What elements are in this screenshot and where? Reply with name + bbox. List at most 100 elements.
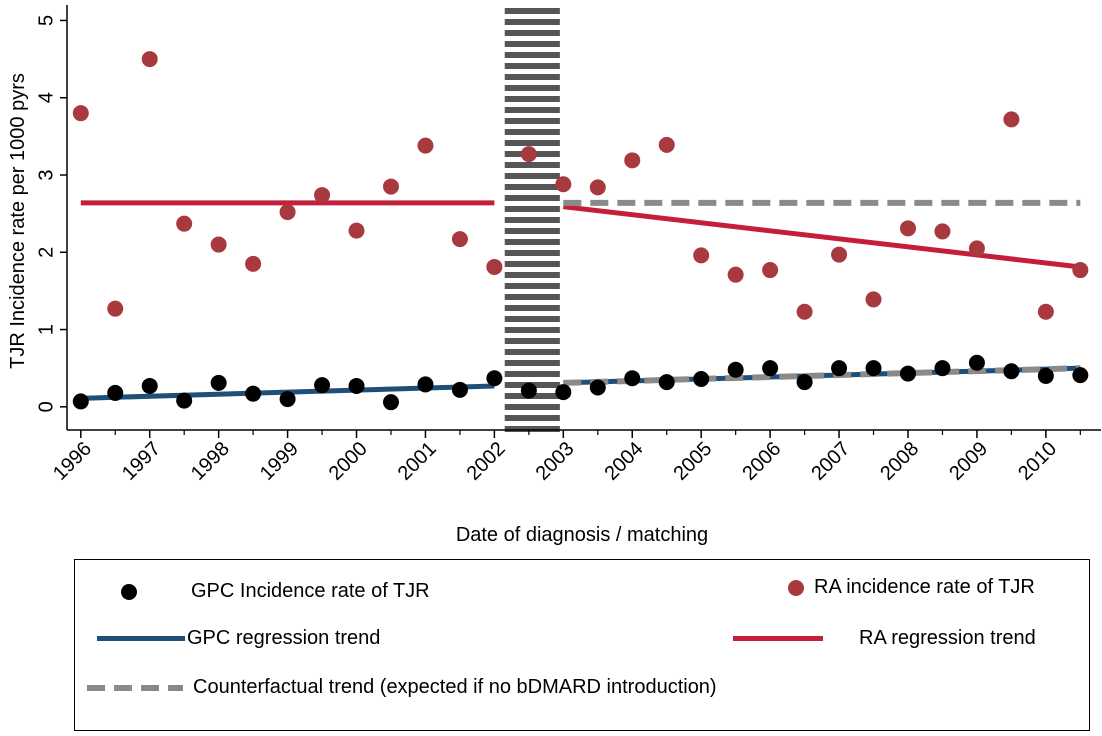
gpc-data-point bbox=[72, 393, 89, 410]
ra-data-point bbox=[520, 146, 537, 163]
x-tick-label: 2002 bbox=[463, 438, 510, 485]
band-stripe bbox=[504, 206, 560, 212]
y-tick-label: 0 bbox=[35, 401, 57, 412]
ra-data-point bbox=[865, 291, 882, 308]
y-tick-label: 3 bbox=[35, 169, 57, 180]
gpc-data-point bbox=[210, 374, 227, 391]
legend: GPC Incidence rate of TJR RA incidence r… bbox=[74, 559, 1090, 731]
y-tick-label: 4 bbox=[35, 92, 57, 103]
gpc-data-point bbox=[831, 360, 848, 377]
legend-label-gpc-points: GPC Incidence rate of TJR bbox=[191, 580, 430, 602]
band-stripe bbox=[504, 107, 560, 113]
band-stripe bbox=[504, 118, 560, 124]
gpc-data-point bbox=[382, 394, 399, 411]
x-tick-label: 2007 bbox=[807, 438, 854, 485]
x-tick-label: 2008 bbox=[876, 438, 923, 485]
band-stripe bbox=[504, 8, 560, 14]
gpc-data-point bbox=[486, 370, 503, 387]
ra-data-point bbox=[1037, 303, 1054, 320]
band-stripe bbox=[504, 327, 560, 333]
band-stripe bbox=[504, 426, 560, 432]
ra-data-point bbox=[348, 222, 365, 239]
ra-data-point bbox=[968, 240, 985, 257]
gpc-data-point bbox=[176, 392, 193, 409]
band-stripe bbox=[504, 261, 560, 267]
ra-data-point bbox=[762, 262, 779, 279]
ra-data-point bbox=[417, 137, 434, 154]
gpc-data-point bbox=[417, 376, 434, 393]
legend-label-counterfactual: Counterfactual trend (expected if no bDM… bbox=[193, 676, 717, 698]
legend-item-ra-points: RA incidence rate of TJR bbox=[788, 576, 1035, 599]
legend-black-dot-icon bbox=[121, 583, 137, 600]
band-stripe bbox=[504, 140, 560, 146]
gpc-data-point bbox=[1072, 367, 1089, 384]
ra-data-point bbox=[451, 231, 468, 248]
ra-data-point bbox=[486, 258, 503, 275]
ra-data-point bbox=[176, 215, 193, 232]
gpc-data-point bbox=[555, 384, 572, 401]
band-stripe bbox=[504, 184, 560, 190]
x-tick-label: 1999 bbox=[256, 438, 303, 485]
gpc-data-point bbox=[693, 371, 710, 387]
band-stripe bbox=[504, 74, 560, 80]
ra-data-point bbox=[107, 300, 124, 317]
ra-data-point bbox=[210, 236, 227, 253]
band-stripe bbox=[504, 19, 560, 25]
band-stripe bbox=[504, 338, 560, 344]
x-tick-label: 1998 bbox=[187, 438, 234, 485]
x-tick-label: 2006 bbox=[738, 438, 785, 485]
ra-data-point bbox=[72, 105, 89, 122]
gpc-data-point bbox=[451, 381, 468, 398]
x-tick-label: 2009 bbox=[945, 438, 992, 485]
band-stripe bbox=[504, 96, 560, 102]
gpc-data-point bbox=[796, 374, 813, 391]
ra-data-point bbox=[831, 246, 848, 263]
ra-data-point bbox=[589, 179, 606, 196]
gpc-data-point bbox=[348, 377, 365, 394]
band-stripe bbox=[504, 173, 560, 179]
y-tick-label: 1 bbox=[35, 324, 57, 335]
ra-data-point bbox=[1072, 262, 1089, 279]
gpc-data-point bbox=[624, 370, 641, 387]
band-stripe bbox=[504, 85, 560, 91]
counterfactual-trend-line bbox=[563, 365, 1081, 386]
y-tick-label: 2 bbox=[35, 247, 57, 258]
band-stripe bbox=[504, 52, 560, 58]
x-tick-label: 2010 bbox=[1014, 438, 1061, 485]
legend-red-line-icon bbox=[733, 636, 823, 641]
gpc-data-point bbox=[141, 377, 158, 394]
gpc-data-point bbox=[934, 360, 951, 377]
legend-item-gpc-points: GPC Incidence rate of TJR bbox=[121, 580, 430, 603]
band-stripe bbox=[504, 349, 560, 355]
legend-item-gpc-trend: GPC regression trend bbox=[97, 627, 380, 650]
ra-data-point bbox=[624, 152, 641, 169]
x-tick-label: 2001 bbox=[394, 438, 441, 485]
gpc-data-point bbox=[245, 385, 262, 402]
x-tick-label: 1996 bbox=[49, 438, 96, 485]
gpc-data-point bbox=[865, 360, 882, 377]
band-stripe bbox=[504, 305, 560, 311]
band-stripe bbox=[504, 404, 560, 410]
ra-data-point bbox=[245, 255, 262, 272]
gpc-data-point bbox=[1037, 367, 1054, 384]
data-points bbox=[72, 51, 1089, 411]
band-stripe bbox=[504, 41, 560, 47]
legend-red-dot-icon bbox=[788, 579, 804, 596]
ra-data-point bbox=[796, 303, 813, 320]
band-stripe bbox=[504, 371, 560, 377]
band-stripe bbox=[504, 129, 560, 135]
gpc-data-point bbox=[589, 379, 606, 396]
gpc-data-point bbox=[727, 361, 744, 378]
ra-data-point bbox=[1003, 111, 1020, 128]
ra-data-point bbox=[727, 266, 744, 283]
legend-label-ra-points: RA incidence rate of TJR bbox=[814, 576, 1035, 598]
x-tick-label: 2005 bbox=[669, 438, 716, 485]
ra-data-point bbox=[899, 220, 916, 237]
x-tick-label: 1997 bbox=[118, 438, 165, 485]
ra-data-point bbox=[555, 176, 572, 193]
gpc-data-point bbox=[314, 377, 331, 394]
band-stripe bbox=[504, 415, 560, 421]
band-stripe bbox=[504, 360, 560, 366]
gpc-data-point bbox=[1003, 363, 1020, 380]
trend-lines bbox=[80, 199, 1081, 401]
